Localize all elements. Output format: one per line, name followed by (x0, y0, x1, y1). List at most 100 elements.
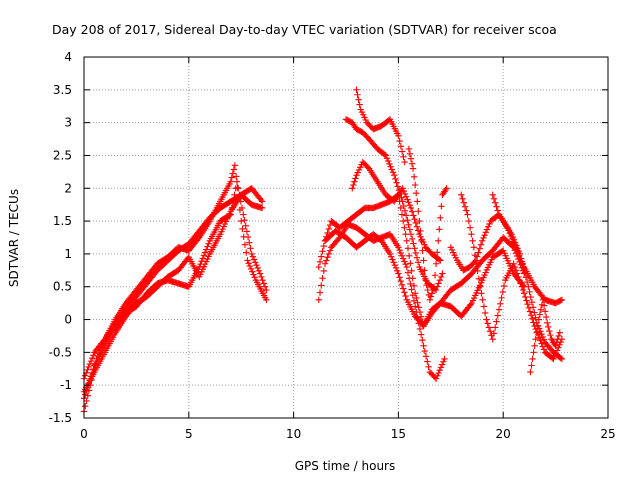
data-point-track-1 (258, 198, 266, 205)
data-point-track-2 (254, 264, 261, 272)
data-point-track-13 (493, 318, 500, 325)
data-point-track-6 (414, 299, 421, 306)
data-point-track-5 (419, 336, 426, 344)
x-tick-label: 20 (496, 427, 511, 441)
data-point-track-13 (522, 293, 529, 301)
data-point-track-15 (541, 308, 549, 315)
data-point-track-9 (402, 193, 410, 200)
data-point-track-3 (88, 354, 96, 362)
data-point-track-12 (479, 237, 486, 244)
data-point-track-9 (408, 208, 416, 215)
y-tick-label: 2.5 (53, 148, 72, 162)
data-point-track-11 (418, 237, 425, 244)
data-point-track-5 (403, 263, 410, 271)
data-point-track-13 (537, 337, 544, 344)
data-point-track-3 (251, 274, 258, 281)
data-point-track-5 (402, 261, 409, 268)
data-point-track-3 (245, 260, 252, 267)
data-point-track-14 (520, 264, 527, 272)
data-point-track-14 (517, 255, 525, 262)
data-point-track-14 (510, 236, 518, 244)
data-point-track-11 (421, 267, 428, 274)
data-point-track-14 (515, 247, 522, 255)
data-point-track-13 (483, 316, 490, 323)
data-point-track-15 (532, 336, 539, 343)
x-axis-title: GPS time / hours (295, 459, 396, 473)
data-point-track-9 (437, 257, 444, 264)
data-point-track-14 (511, 239, 519, 246)
data-point-track-13 (500, 282, 508, 290)
data-point-track-14 (526, 288, 533, 296)
data-point-track-15 (533, 329, 540, 336)
data-point-track-9 (412, 219, 419, 227)
data-point-track-3 (250, 271, 257, 278)
data-point-track-2 (241, 216, 248, 224)
data-point-track-5 (335, 235, 342, 243)
data-point-track-8 (393, 179, 400, 186)
data-point-track-6 (409, 275, 416, 282)
data-point-track-15 (537, 306, 545, 313)
data-point-track-14 (532, 314, 539, 321)
data-point-track-13 (539, 343, 546, 350)
data-point-track-8 (401, 207, 409, 214)
data-point-track-8 (386, 160, 393, 168)
data-point-track-13 (480, 303, 488, 310)
data-point-track-14 (508, 231, 515, 238)
data-point-track-8 (399, 198, 406, 205)
data-point-track-11 (413, 189, 420, 197)
data-point-track-13 (515, 273, 522, 281)
data-point-track-15 (545, 323, 552, 331)
data-point-track-15 (531, 342, 538, 349)
data-point-track-13 (461, 203, 469, 210)
data-point-track-6 (399, 217, 407, 225)
data-point-track-3 (90, 352, 97, 359)
data-point-track-8 (437, 273, 445, 281)
data-point-track-6 (467, 301, 474, 308)
data-point-track-11 (407, 155, 415, 162)
data-point-track-13 (471, 252, 479, 259)
data-point-track-14 (528, 298, 536, 306)
data-point-track-3 (241, 241, 249, 248)
data-point-track-6 (402, 231, 409, 238)
data-point-track-5 (440, 358, 447, 365)
data-point-track-6 (401, 224, 408, 231)
x-tick-label: 15 (391, 427, 406, 441)
data-point-track-9 (406, 201, 413, 209)
data-point-track-3 (228, 174, 235, 181)
data-point-track-11 (417, 227, 424, 235)
data-point-track-8 (381, 151, 388, 158)
data-point-track-12 (557, 297, 564, 304)
data-point-track-8 (394, 183, 402, 190)
data-point-track-2 (258, 273, 265, 281)
data-point-track-13 (529, 315, 536, 323)
data-point-track-3 (249, 268, 256, 275)
data-point-track-13 (458, 191, 465, 199)
data-point-track-2 (247, 245, 254, 252)
data-point-track-15 (556, 329, 563, 336)
data-point-track-4 (258, 204, 266, 212)
data-point-track-11 (430, 283, 438, 290)
data-point-track-7 (401, 289, 408, 296)
data-point-track-2 (250, 256, 258, 263)
data-point-track-15 (555, 332, 562, 340)
data-point-track-5 (397, 249, 404, 257)
data-point-track-15 (536, 311, 544, 318)
data-point-track-14 (523, 278, 531, 286)
data-point-track-6 (318, 253, 325, 260)
data-point-track-11 (416, 217, 423, 225)
data-point-track-9 (407, 204, 415, 212)
data-point-track-15 (529, 355, 536, 363)
data-point-track-8 (406, 226, 413, 233)
data-point-track-14 (531, 309, 538, 316)
y-tick-label: 0 (64, 313, 72, 327)
data-point-track-7 (390, 259, 397, 266)
y-tick-label: 0.5 (53, 280, 72, 294)
data-point-track-6 (415, 304, 422, 311)
data-point-track-15 (527, 368, 534, 376)
data-point-track-5 (326, 247, 334, 254)
data-point-track-2 (204, 243, 211, 250)
data-point-track-2 (256, 270, 264, 277)
data-point-track-5 (316, 289, 324, 296)
data-point-track-8 (404, 216, 411, 224)
